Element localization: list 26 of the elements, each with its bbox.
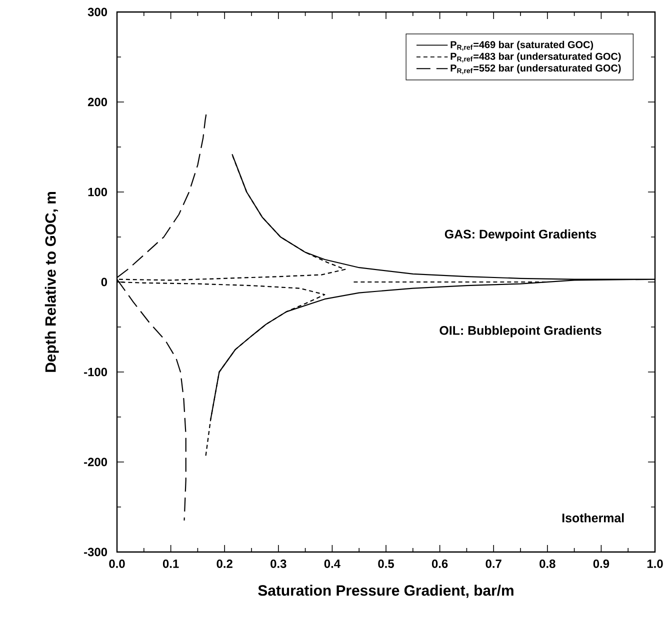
- y-axis-title: Depth Relative to GOC, m: [44, 192, 59, 372]
- y-tick-label: -200: [84, 458, 108, 466]
- legend-label: P$_{R,ref}$=483 bar (undersaturated GOC): [450, 52, 621, 62]
- y-tick-label: 0: [101, 278, 108, 286]
- legend-label: P$_{R,ref}$=469 bar (saturated GOC): [450, 40, 594, 51]
- y-tick-label: 300: [88, 8, 108, 16]
- y-tick-label: -100: [84, 368, 108, 376]
- x-tick-label: 0.9: [593, 560, 610, 568]
- x-tick-label: 0.2: [216, 560, 232, 568]
- x-tick-label: 0.7: [486, 560, 502, 568]
- annotation: GAS: Dewpoint Gradients: [444, 229, 596, 241]
- x-tick-label: 0.4: [324, 560, 340, 568]
- x-tick-label: 0.6: [432, 560, 448, 568]
- x-tick-label: 0.5: [378, 560, 394, 568]
- annotation: OIL: Bubblepoint Gradients: [440, 326, 602, 338]
- y-tick-label: 100: [88, 188, 108, 196]
- x-tick-label: 0.3: [270, 560, 286, 568]
- x-axis-title: Saturation Pressure Gradient, bar/m: [258, 584, 514, 598]
- y-tick-label: -300: [84, 548, 108, 556]
- x-tick-label: 0.8: [540, 560, 556, 568]
- x-tick-label: 1.0: [647, 560, 663, 568]
- x-tick-label: 0.1: [162, 560, 179, 568]
- annotation: Isothermal: [562, 513, 624, 522]
- y-tick-label: 200: [88, 98, 108, 106]
- x-tick-label: 0.0: [109, 560, 125, 568]
- legend-label: P$_{R,ref}$=552 bar (undersaturated GOC): [450, 64, 621, 74]
